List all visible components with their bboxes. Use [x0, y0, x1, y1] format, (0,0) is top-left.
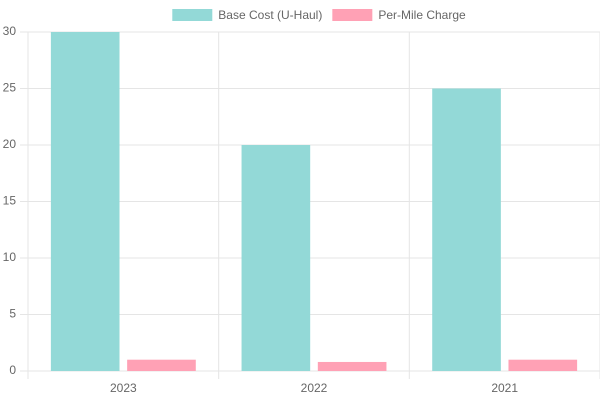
y-tick-label: 15 [3, 194, 17, 208]
legend-label: Per-Mile Charge [378, 8, 466, 22]
y-tick-label: 25 [3, 81, 17, 95]
legend-label: Base Cost (U-Haul) [218, 8, 322, 22]
y-tick-label: 10 [3, 250, 17, 264]
x-tick-label: 2022 [301, 381, 328, 395]
bar [127, 359, 196, 371]
y-tick-label: 5 [9, 307, 16, 321]
bar [50, 32, 120, 371]
x-tick-label: 2021 [491, 381, 518, 395]
bar [241, 145, 311, 371]
y-tick-label: 30 [3, 24, 17, 38]
bar [508, 359, 578, 371]
y-tick-label: 20 [3, 137, 17, 151]
x-tick-label: 2023 [110, 381, 137, 395]
legend-swatch [172, 9, 213, 21]
y-tick-label: 0 [9, 363, 16, 377]
bar [432, 88, 501, 371]
bar [317, 361, 387, 371]
legend-swatch [332, 9, 373, 21]
